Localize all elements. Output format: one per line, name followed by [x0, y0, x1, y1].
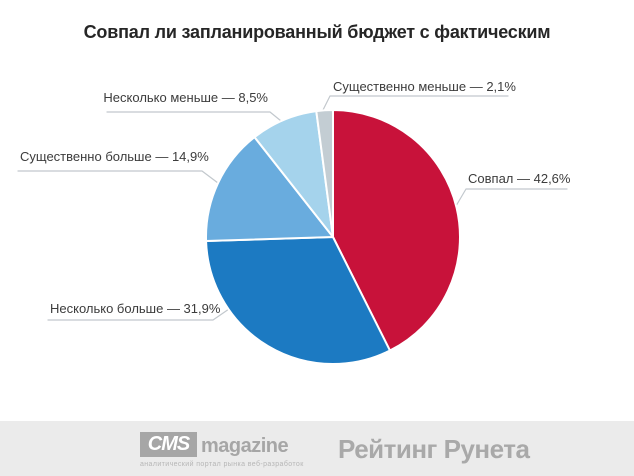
pie-label-neskolko-menshe: Несколько меньше — 8,5%: [103, 90, 268, 105]
pie-label-neskolko-bolshe: Несколько больше — 31,9%: [50, 301, 221, 316]
leader-line-neskolko-bolshe: [47, 308, 230, 321]
pie-label-sushestvenno-menshe: Существенно меньше — 2,1%: [333, 79, 516, 94]
pie-label-sushestvenno-bolshe: Существенно больше — 14,9%: [20, 149, 209, 164]
pie-slice-0: [332, 109, 461, 352]
cms-logo-tagline: аналитический портал рынка веб-разработо…: [140, 461, 304, 468]
cms-logo-box: CMS: [140, 432, 197, 457]
cms-logo-word: magazine: [201, 435, 289, 457]
rating-runeta-logo: Рейтинг Рунета: [338, 434, 530, 464]
pie-slice-4: [315, 109, 334, 238]
chart-title: Совпал ли запланированный бюджет с факти…: [83, 22, 551, 42]
cms-logo-row: CMS magazine: [140, 432, 304, 457]
pie-label-sovpal: Совпал — 42,6%: [468, 171, 571, 186]
leader-line-sovpal: [455, 188, 568, 207]
cms-magazine-logo: CMS magazine аналитический портал рынка …: [140, 432, 304, 468]
pie-slices: [205, 109, 461, 365]
pie-slice-1: [205, 236, 391, 365]
leader-line-neskolko-menshe: [106, 111, 287, 126]
leader-line-sushestvenno-bolshe: [17, 170, 219, 184]
pie-slice-2: [205, 136, 334, 242]
footer-bar: [0, 421, 634, 476]
leader-line-sushestvenno-menshe: [322, 95, 509, 111]
